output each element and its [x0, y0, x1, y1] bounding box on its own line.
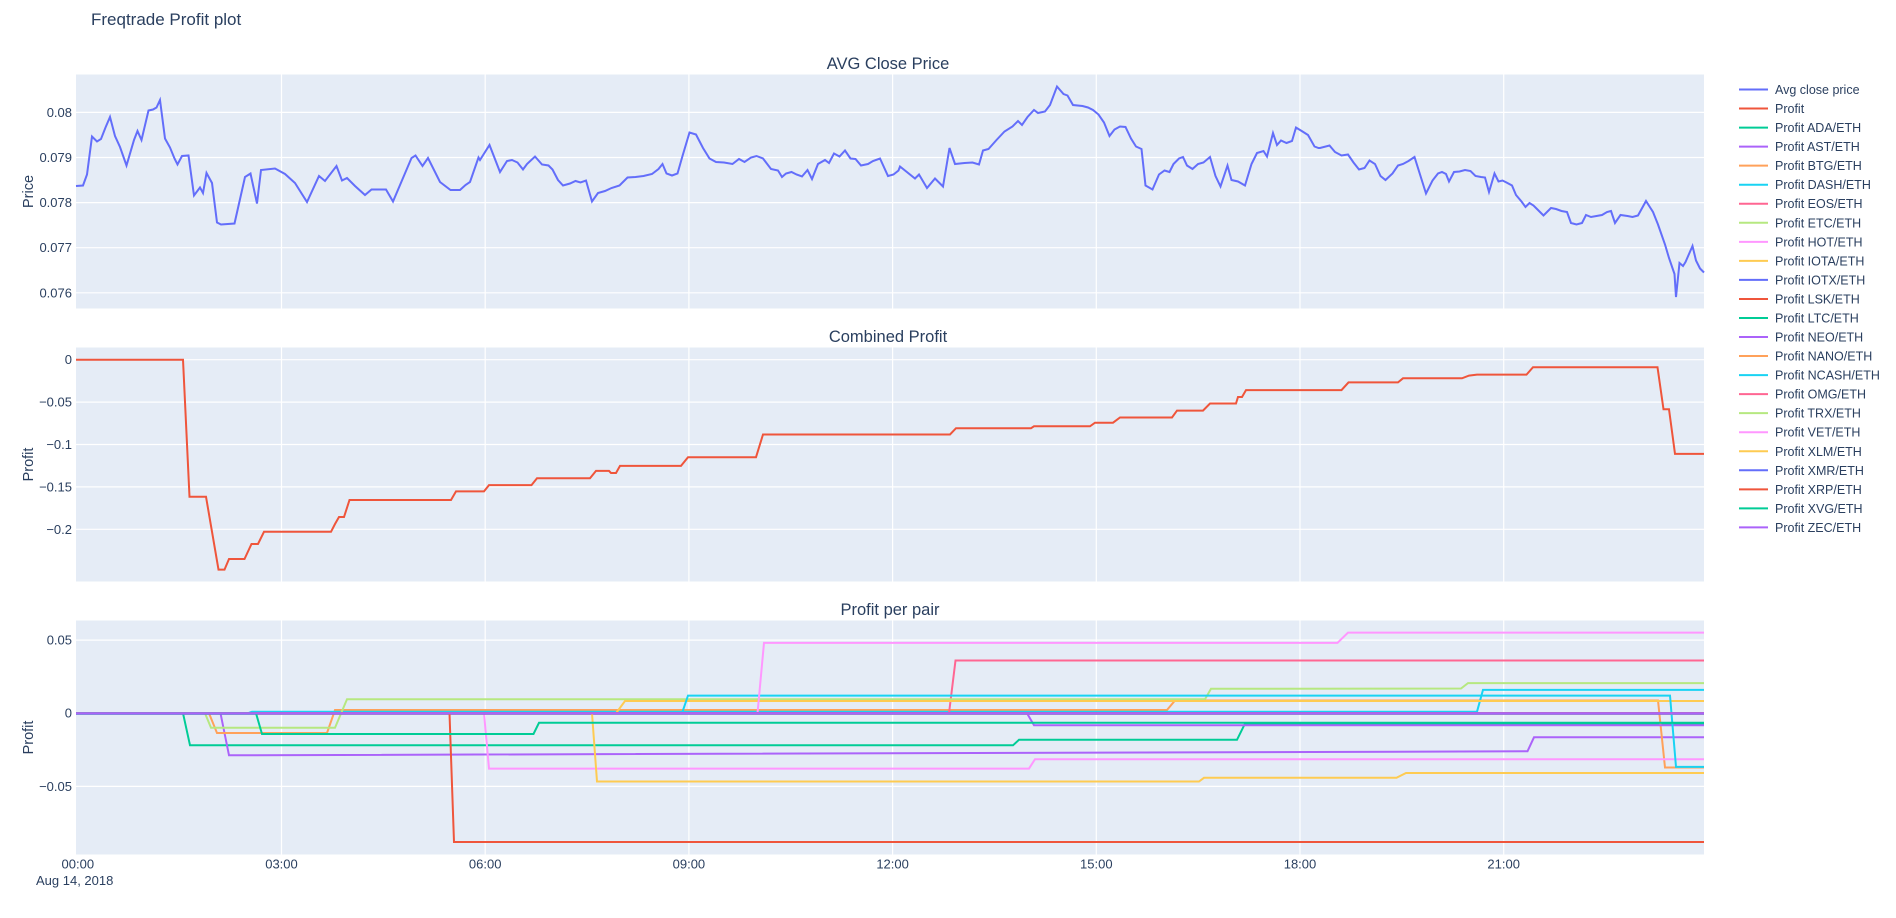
svg-text:Freqtrade Profit plot: Freqtrade Profit plot — [91, 10, 242, 29]
svg-text:Avg close price: Avg close price — [1775, 83, 1860, 97]
svg-text:15:00: 15:00 — [1080, 857, 1113, 872]
svg-text:Profit LSK/ETH: Profit LSK/ETH — [1775, 292, 1860, 306]
svg-text:21:00: 21:00 — [1487, 857, 1520, 872]
svg-text:Profit ZEC/ETH: Profit ZEC/ETH — [1775, 521, 1861, 535]
svg-text:0: 0 — [65, 706, 72, 721]
svg-text:0.078: 0.078 — [39, 195, 72, 210]
svg-text:0.05: 0.05 — [47, 633, 72, 648]
svg-text:Profit XRP/ETH: Profit XRP/ETH — [1775, 483, 1862, 497]
svg-text:Profit XMR/ETH: Profit XMR/ETH — [1775, 464, 1864, 478]
svg-text:Profit OMG/ETH: Profit OMG/ETH — [1775, 388, 1866, 402]
svg-text:18:00: 18:00 — [1284, 857, 1317, 872]
svg-text:AVG Close Price: AVG Close Price — [827, 55, 950, 73]
svg-text:Profit IOTX/ETH: Profit IOTX/ETH — [1775, 273, 1865, 287]
svg-text:Profit: Profit — [21, 448, 37, 482]
svg-text:0.08: 0.08 — [47, 105, 72, 120]
svg-text:Profit TRX/ETH: Profit TRX/ETH — [1775, 407, 1861, 421]
svg-text:Profit XLM/ETH: Profit XLM/ETH — [1775, 445, 1862, 459]
svg-text:Combined Profit: Combined Profit — [829, 328, 948, 346]
svg-text:Profit ADA/ETH: Profit ADA/ETH — [1775, 121, 1861, 135]
svg-text:Profit VET/ETH: Profit VET/ETH — [1775, 426, 1860, 440]
svg-text:0.076: 0.076 — [39, 285, 72, 300]
svg-text:03:00: 03:00 — [265, 857, 298, 872]
svg-text:Profit LTC/ETH: Profit LTC/ETH — [1775, 311, 1859, 325]
svg-text:Profit: Profit — [1775, 102, 1805, 116]
svg-text:−0.1: −0.1 — [46, 437, 72, 452]
svg-text:Profit NCASH/ETH: Profit NCASH/ETH — [1775, 369, 1880, 383]
svg-text:Profit AST/ETH: Profit AST/ETH — [1775, 140, 1860, 154]
svg-text:Profit NEO/ETH: Profit NEO/ETH — [1775, 331, 1863, 345]
svg-text:Profit EOS/ETH: Profit EOS/ETH — [1775, 197, 1863, 211]
svg-text:Profit DASH/ETH: Profit DASH/ETH — [1775, 178, 1871, 192]
svg-text:Profit ETC/ETH: Profit ETC/ETH — [1775, 216, 1861, 230]
svg-text:Profit: Profit — [21, 721, 37, 755]
svg-text:−0.05: −0.05 — [39, 779, 72, 794]
svg-text:0.077: 0.077 — [39, 240, 72, 255]
svg-text:Price: Price — [21, 175, 37, 208]
svg-text:Profit XVG/ETH: Profit XVG/ETH — [1775, 502, 1863, 516]
svg-text:06:00: 06:00 — [469, 857, 502, 872]
svg-text:0: 0 — [65, 352, 72, 367]
svg-text:−0.2: −0.2 — [46, 522, 72, 537]
svg-text:Profit per pair: Profit per pair — [840, 601, 940, 619]
svg-text:−0.05: −0.05 — [39, 395, 72, 410]
svg-text:Aug 14, 2018: Aug 14, 2018 — [36, 873, 113, 888]
svg-text:09:00: 09:00 — [673, 857, 706, 872]
svg-text:Profit NANO/ETH: Profit NANO/ETH — [1775, 350, 1872, 364]
svg-text:−0.15: −0.15 — [39, 479, 72, 494]
svg-text:Profit BTG/ETH: Profit BTG/ETH — [1775, 159, 1862, 173]
svg-text:00:00: 00:00 — [62, 857, 95, 872]
svg-text:12:00: 12:00 — [876, 857, 909, 872]
svg-text:Profit IOTA/ETH: Profit IOTA/ETH — [1775, 254, 1864, 268]
svg-text:Profit HOT/ETH: Profit HOT/ETH — [1775, 235, 1863, 249]
svg-text:0.079: 0.079 — [39, 150, 72, 165]
